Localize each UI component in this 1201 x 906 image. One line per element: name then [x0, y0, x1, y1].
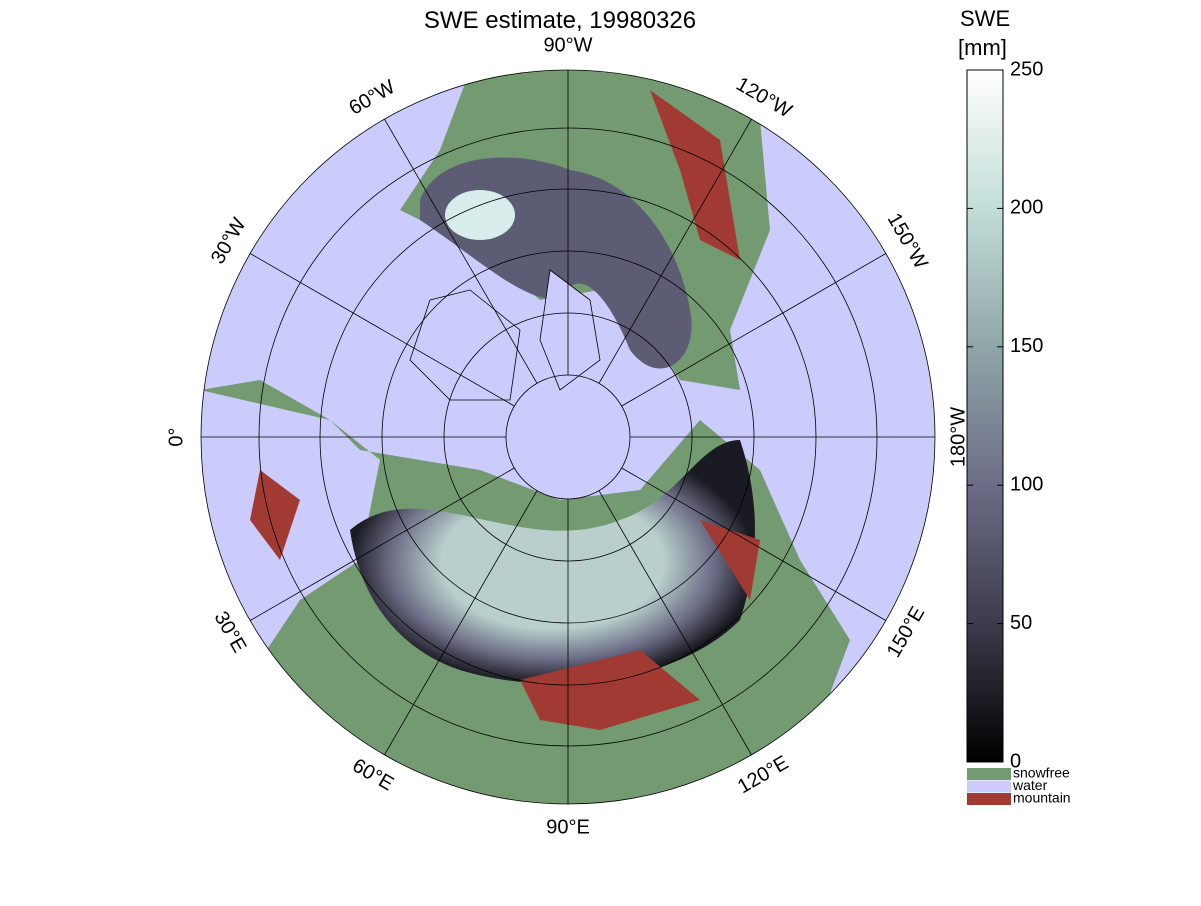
colorbar: SWE [mm] 0 50 100 150 200 250	[958, 6, 1043, 772]
longitude-label: 180°W	[947, 407, 969, 467]
legend-swatch	[967, 793, 1011, 805]
legend-swatch	[967, 768, 1011, 780]
legend-label: mountain	[1013, 790, 1071, 806]
map	[201, 70, 935, 804]
colorbar-scale	[966, 69, 1004, 763]
map-title: SWE estimate, 19980326	[424, 7, 696, 34]
colorbar-tick-label: 150	[1010, 335, 1043, 357]
colorbar-tick-label: 0	[1010, 750, 1021, 772]
meridian	[598, 490, 752, 756]
mountain-area	[250, 90, 760, 730]
legend-label: snowfree	[1013, 765, 1070, 781]
colorbar-tick-label: 250	[1010, 58, 1043, 80]
longitude-label: 0°	[165, 427, 187, 446]
colorbar-label: [mm]	[958, 35, 1007, 60]
colorbar-tick-label: 100	[1010, 473, 1043, 495]
snow-peak	[445, 190, 515, 240]
meridian	[621, 467, 887, 621]
longitude-label: 90°E	[546, 816, 590, 838]
colorbar-tick-label: 50	[1010, 612, 1032, 634]
meridian	[384, 490, 538, 756]
ice-region	[409, 269, 601, 401]
meridian	[384, 118, 538, 384]
legend-swatch	[967, 780, 1011, 793]
graticule	[200, 69, 936, 805]
longitude-label: 90°W	[543, 34, 592, 56]
meridian	[621, 253, 887, 407]
meridian	[598, 118, 752, 384]
legend-label: water	[1012, 777, 1048, 793]
meridian	[249, 467, 515, 621]
eurasia-snow	[350, 440, 755, 684]
colorbar-tick-label: 200	[1010, 197, 1043, 219]
meridian	[249, 253, 515, 407]
colorbar-label: SWE	[960, 6, 1010, 31]
